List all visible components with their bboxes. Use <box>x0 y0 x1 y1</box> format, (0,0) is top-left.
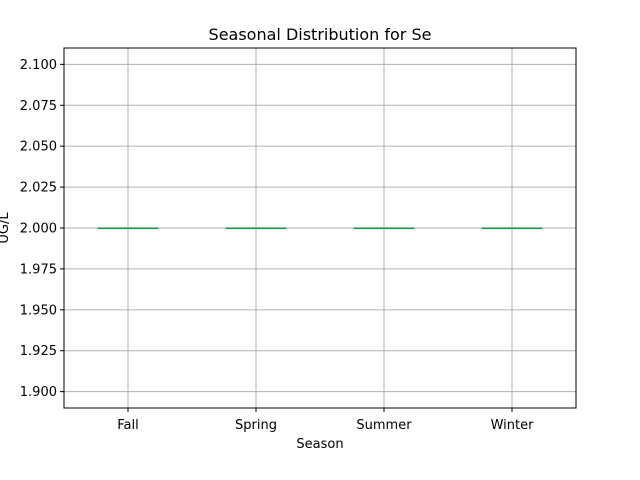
y-axis-label: UG/L <box>0 212 12 244</box>
box-summer <box>353 227 415 230</box>
x-axis-ticks: Fall Spring Summer Winter <box>117 408 534 433</box>
x-axis-label: Season <box>296 437 343 452</box>
box-winter <box>481 227 543 230</box>
y-axis-ticks: 2.100 2.075 2.050 2.025 2.000 1.975 1.950 1.925… <box>20 58 64 400</box>
chart-title: Seasonal Distribution for Se <box>209 25 432 44</box>
box-fall <box>97 227 159 230</box>
y-tick-label: 1.975 <box>20 262 57 277</box>
x-tick-label: Fall <box>117 418 138 433</box>
y-tick-label: 2.075 <box>20 99 57 114</box>
x-tick-label: Summer <box>356 418 412 433</box>
y-tick-label: 2.050 <box>20 140 57 155</box>
y-tick-label: 2.025 <box>20 181 57 196</box>
y-tick-label: 2.100 <box>20 58 57 73</box>
y-tick-label: 1.900 <box>20 385 57 400</box>
y-tick-label: 1.925 <box>20 344 57 359</box>
box-spring <box>225 227 287 230</box>
y-tick-label: 2.000 <box>20 222 57 237</box>
x-tick-label: Winter <box>491 418 535 433</box>
box-series <box>97 227 543 230</box>
y-tick-label: 1.950 <box>20 303 57 318</box>
x-tick-label: Spring <box>235 418 277 433</box>
